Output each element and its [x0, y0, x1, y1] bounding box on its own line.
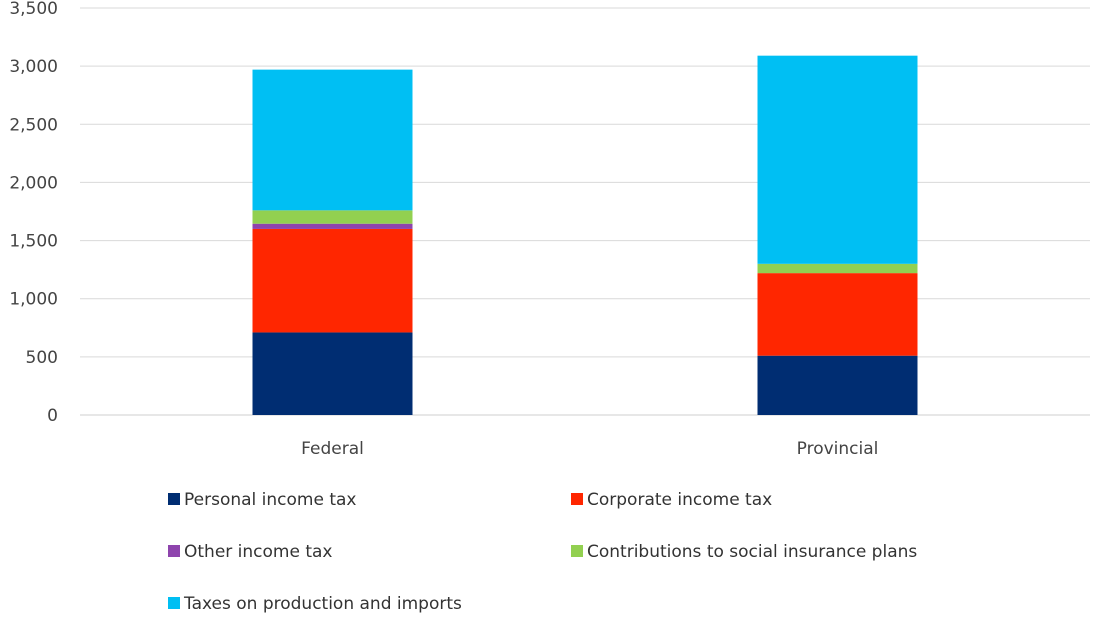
- legend-item: Taxes on production and imports: [168, 594, 462, 614]
- legend-label: Personal income tax: [184, 490, 356, 510]
- legend-item: Corporate income tax: [571, 490, 772, 510]
- legend-swatch: [168, 493, 180, 505]
- bar-segment: [757, 355, 918, 415]
- y-tick-label: 1,000: [9, 290, 58, 310]
- bar-stacks: [252, 55, 918, 415]
- legend-swatch: [168, 545, 180, 557]
- legend-swatch: [168, 597, 180, 609]
- legend-swatch: [571, 493, 583, 505]
- y-tick-label: 2,500: [9, 115, 58, 135]
- bar-segment: [757, 263, 918, 274]
- bar-segment: [252, 332, 413, 415]
- legend-item: Other income tax: [168, 542, 332, 562]
- legend-label: Taxes on production and imports: [183, 594, 462, 614]
- y-tick-label: 0: [47, 406, 58, 426]
- legend-swatch: [571, 545, 583, 557]
- bar-segment: [252, 228, 413, 333]
- legend-label: Other income tax: [184, 542, 332, 562]
- y-tick-label: 1,500: [9, 232, 58, 252]
- y-tick-label: 2,000: [9, 173, 58, 193]
- legend-label: Corporate income tax: [587, 490, 772, 510]
- bar-segment: [757, 55, 918, 264]
- bar-segment: [252, 210, 413, 224]
- y-tick-label: 3,000: [9, 57, 58, 77]
- category-label: Federal: [301, 439, 364, 459]
- legend-item: Personal income tax: [168, 490, 356, 510]
- bar-segment: [252, 69, 413, 211]
- y-tick-label: 3,500: [9, 0, 58, 19]
- gridlines: [80, 7, 1090, 416]
- y-axis-tick-labels: 0 500 1,000 1,500 2,000 2,500 3,000 3,500: [9, 0, 58, 426]
- category-labels: Federal Provincial: [301, 439, 878, 459]
- y-tick-label: 500: [26, 348, 58, 368]
- legend: Personal income tax Corporate income tax O…: [168, 490, 917, 614]
- bar-stack-provincial: [757, 55, 918, 415]
- bar-segment: [252, 223, 413, 229]
- legend-item: Contributions to social insurance plans: [571, 542, 917, 562]
- bar-stack-federal: [252, 69, 413, 415]
- bar-segment: [757, 273, 918, 356]
- legend-label: Contributions to social insurance plans: [587, 542, 917, 562]
- category-label: Provincial: [797, 439, 879, 459]
